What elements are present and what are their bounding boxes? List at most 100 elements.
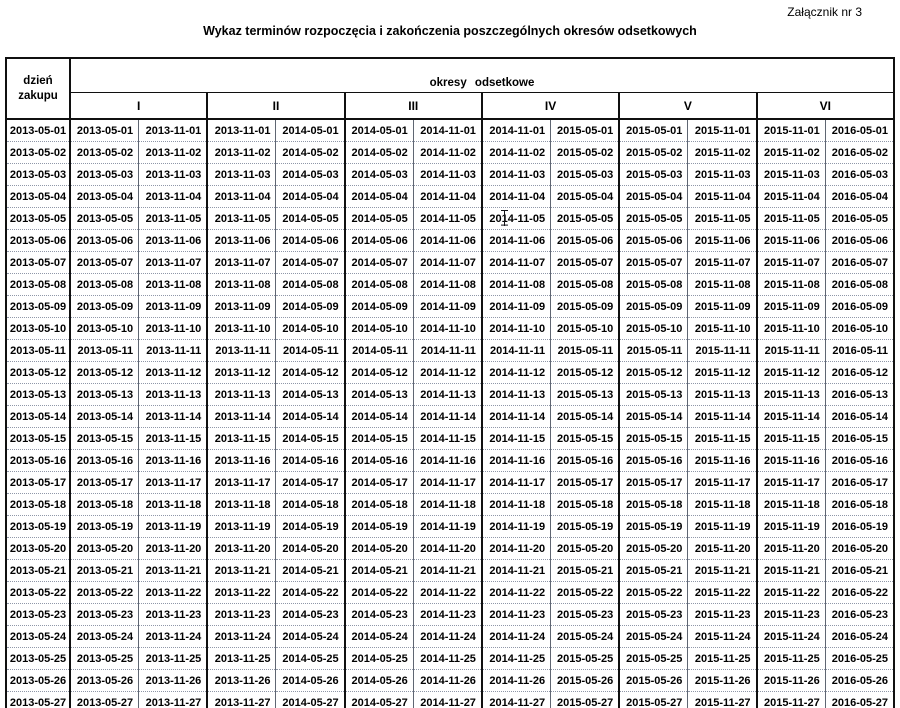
table-row: 2013-05-22 2013-05-22 2013-11-22 2013-11-22… (6, 581, 894, 604)
period-date-cell: 2015-11-27 (755, 691, 826, 708)
period-date-cell: 2015-05-08 (618, 273, 688, 296)
purchase-day-cell: 2013-05-13 (6, 383, 71, 406)
period-date-cell: 2015-05-05 (550, 207, 620, 230)
period-date-cell: 2013-11-11 (138, 339, 208, 362)
period-date-cell: 2015-05-07 (550, 251, 620, 274)
period-date-cell: 2014-11-23 (480, 603, 551, 626)
period-date-cell: 2015-11-05 (687, 207, 757, 230)
period-date-cell: 2014-05-09 (343, 295, 414, 318)
period-date-cell: 2015-05-15 (618, 427, 688, 450)
period-date-cell: 2015-11-13 (687, 383, 757, 406)
page-title: Wykaz terminów rozpoczęcia i zakończenia… (203, 24, 697, 38)
period-date-cell: 2015-05-05 (618, 207, 688, 230)
purchase-day-header-line1: dzień (23, 74, 53, 87)
purchase-day-cell: 2013-05-10 (6, 317, 71, 340)
table-row: 2013-05-06 2013-05-06 2013-11-06 2013-11-06… (6, 229, 894, 252)
period-date-cell: 2014-05-11 (275, 339, 345, 362)
period-date-cell: 2015-11-27 (687, 691, 757, 708)
period-date-cell: 2014-05-07 (343, 251, 414, 274)
period-date-cell: 2015-11-23 (687, 603, 757, 626)
table-row: 2013-05-07 2013-05-07 2013-11-07 2013-11-07… (6, 251, 894, 274)
period-date-cell: 2016-05-08 (824, 273, 894, 296)
period-date-cell: 2015-05-25 (550, 647, 620, 670)
period-date-cell: 2013-11-04 (138, 185, 208, 208)
period-date-cell: 2015-05-04 (618, 185, 688, 208)
interest-periods-table: dzień zakupu okresy odsetkowe I II III I… (5, 57, 895, 708)
period-date-cell: 2013-11-22 (206, 581, 276, 604)
period-date-cell: 2015-05-22 (550, 581, 620, 604)
period-date-cell: 2013-11-18 (138, 493, 208, 516)
period-date-cell: 2015-11-19 (755, 515, 826, 538)
period-date-cell: 2014-11-09 (480, 295, 551, 318)
period-date-cell: 2015-05-24 (550, 625, 620, 648)
period-date-cell: 2013-11-23 (138, 603, 208, 626)
period-date-cell: 2016-05-09 (824, 295, 894, 318)
period-date-cell: 2014-11-17 (412, 471, 482, 494)
period-date-cell: 2014-11-26 (480, 669, 551, 692)
period-date-cell: 2015-11-18 (755, 493, 826, 516)
period-date-cell: 2014-11-17 (480, 471, 551, 494)
period-date-cell: 2015-11-21 (755, 559, 826, 582)
table-body: 2013-05-01 2013-05-01 2013-11-01 2013-11-01… (6, 118, 894, 708)
table-row: 2013-05-25 2013-05-25 2013-11-25 2013-11-25… (6, 647, 894, 670)
period-date-cell: 2013-05-07 (69, 251, 139, 274)
purchase-day-cell: 2013-05-25 (6, 647, 71, 670)
period-date-cell: 2013-11-06 (138, 229, 208, 252)
period-date-cell: 2015-05-15 (550, 427, 620, 450)
period-date-cell: 2015-11-24 (755, 625, 826, 648)
period-date-cell: 2014-05-14 (275, 405, 345, 428)
period-date-cell: 2014-05-03 (275, 163, 345, 186)
period-date-cell: 2015-05-01 (550, 118, 620, 142)
period-date-cell: 2014-05-03 (343, 163, 414, 186)
period-date-cell: 2014-11-24 (480, 625, 551, 648)
period-date-cell: 2013-11-05 (206, 207, 276, 230)
period-date-cell: 2014-05-16 (343, 449, 414, 472)
period-date-cell: 2014-05-06 (343, 229, 414, 252)
period-date-cell: 2015-11-18 (687, 493, 757, 516)
period-date-cell: 2015-11-22 (755, 581, 826, 604)
purchase-day-cell: 2013-05-20 (6, 537, 71, 560)
period-date-cell: 2014-05-25 (275, 647, 345, 670)
period-date-cell: 2013-05-01 (69, 118, 139, 142)
period-date-cell: 2013-11-16 (138, 449, 208, 472)
purchase-day-cell: 2013-05-19 (6, 515, 71, 538)
period-date-cell: 2013-11-10 (206, 317, 276, 340)
period-date-cell: 2013-11-16 (206, 449, 276, 472)
period-date-cell: 2014-11-25 (480, 647, 551, 670)
period-date-cell: 2014-05-04 (343, 185, 414, 208)
purchase-day-cell: 2013-05-24 (6, 625, 71, 648)
period-header-II: II (206, 92, 345, 120)
period-date-cell: 2013-05-08 (69, 273, 139, 296)
period-date-cell: 2014-11-21 (412, 559, 482, 582)
period-date-cell: 2014-11-13 (412, 383, 482, 406)
period-date-cell: 2014-11-02 (480, 141, 551, 164)
period-date-cell: 2013-11-24 (138, 625, 208, 648)
purchase-day-cell: 2013-05-21 (6, 559, 71, 582)
period-date-cell: 2013-05-03 (69, 163, 139, 186)
period-date-cell: 2016-05-27 (824, 691, 894, 708)
period-date-cell: 2015-05-26 (618, 669, 688, 692)
period-date-cell: 2015-05-02 (618, 141, 688, 164)
period-date-cell: 2013-11-05 (138, 207, 208, 230)
period-date-cell: 2014-11-24 (412, 625, 482, 648)
period-date-cell: 2014-11-27 (480, 691, 551, 708)
period-date-cell: 2013-05-21 (69, 559, 139, 582)
period-date-cell: 2014-11-05 (412, 207, 482, 230)
attachment-label: Załącznik nr 3 (787, 5, 862, 19)
period-date-cell: 2014-11-04 (480, 185, 551, 208)
period-date-cell: 2014-05-21 (343, 559, 414, 582)
period-date-cell: 2014-11-23 (412, 603, 482, 626)
period-date-cell: 2016-05-24 (824, 625, 894, 648)
period-date-cell: 2013-11-17 (138, 471, 208, 494)
period-date-cell: 2013-05-13 (69, 383, 139, 406)
table-row: 2013-05-02 2013-05-02 2013-11-02 2013-11-02… (6, 141, 894, 164)
period-date-cell: 2014-05-07 (275, 251, 345, 274)
period-date-cell: 2015-05-23 (550, 603, 620, 626)
period-date-cell: 2013-11-09 (206, 295, 276, 318)
period-date-cell: 2014-11-03 (480, 163, 551, 186)
purchase-day-cell: 2013-05-23 (6, 603, 71, 626)
period-date-cell: 2014-05-17 (343, 471, 414, 494)
period-date-cell: 2015-05-04 (550, 185, 620, 208)
period-date-cell: 2014-11-16 (412, 449, 482, 472)
period-date-cell: 2015-11-20 (687, 537, 757, 560)
